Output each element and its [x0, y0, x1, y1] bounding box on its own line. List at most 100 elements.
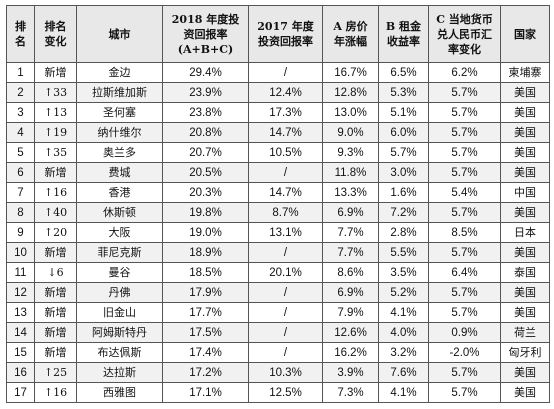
cell-rank: 17 [6, 382, 35, 403]
table-row: 8 ↑40 休斯顿 19.8% 8.7% 6.9% 7.2% 5.7% 美国 [6, 202, 550, 223]
cell-price-growth: 6.9% [322, 202, 379, 223]
cell-country: 美国 [500, 242, 550, 263]
cell-country: 美国 [500, 82, 550, 103]
cell-rank: 15 [6, 342, 35, 363]
cell-roi-2017: 13.1% [248, 222, 323, 243]
cell-price-growth: 12.8% [322, 82, 379, 103]
cell-roi-2017: / [248, 162, 323, 183]
cell-rank: 12 [6, 282, 35, 303]
cell-country: 美国 [500, 202, 550, 223]
cell-fx-change: 5.7% [428, 362, 501, 383]
cell-price-growth: 9.3% [322, 142, 379, 163]
cell-rental-yield: 7.6% [378, 362, 429, 383]
cell-rank-change: ↑13 [34, 102, 77, 123]
cell-rank: 5 [6, 142, 35, 163]
cell-rental-yield: 6.5% [378, 62, 429, 83]
cell-rental-yield: 6.0% [378, 122, 429, 143]
cell-price-growth: 13.0% [322, 102, 379, 123]
cell-city: 纳什维尔 [76, 122, 163, 143]
roi-ranking-table: 排 名 排名 变化 城市 2018 年度投 资回报率 (A+B+C) 2017 … [6, 5, 550, 403]
cell-price-growth: 6.9% [322, 282, 379, 303]
cell-fx-change: 5.7% [428, 282, 501, 303]
cell-fx-change: 5.7% [428, 82, 501, 103]
cell-fx-change: 5.7% [428, 122, 501, 143]
cell-rental-yield: 1.6% [378, 182, 429, 203]
cell-rank: 13 [6, 302, 35, 323]
cell-rank-change: ↑20 [34, 222, 77, 243]
cell-rank: 9 [6, 222, 35, 243]
cell-rank-change: ↑33 [34, 82, 77, 103]
cell-country: 柬埔寨 [500, 62, 550, 83]
cell-country: 美国 [500, 122, 550, 143]
cell-roi-2018: 18.5% [162, 262, 249, 283]
cell-rank-change: 新增 [34, 242, 77, 263]
cell-city: 金边 [76, 62, 163, 83]
cell-roi-2017: / [248, 62, 323, 83]
cell-roi-2017: / [248, 322, 323, 343]
table-row: 9 ↑20 大阪 19.0% 13.1% 7.7% 2.8% 8.5% 日本 [6, 222, 550, 243]
cell-city: 香港 [76, 182, 163, 203]
cell-rank-change: 新增 [34, 282, 77, 303]
header-price-growth: A 房价 年涨幅 [322, 5, 379, 63]
cell-price-growth: 7.7% [322, 222, 379, 243]
cell-fx-change: 0.9% [428, 322, 501, 343]
table-row: 2 ↑33 拉斯维加斯 23.9% 12.4% 12.8% 5.3% 5.7% 美国 [6, 82, 550, 103]
cell-roi-2017: 17.3% [248, 102, 323, 123]
table-row: 15 新增 布达佩斯 17.4%/16.2% 3.2% -2.0% 匈牙利 [6, 342, 550, 363]
cell-rank-change: ↑19 [34, 122, 77, 143]
cell-rank: 16 [6, 362, 35, 383]
table-row: 11 ↓6 曼谷 18.5% 20.1% 8.6% 3.5% 6.4% 泰国 [6, 262, 550, 283]
cell-fx-change: 5.4% [428, 182, 501, 203]
header-fx-change: C 当地货币 兑人民币汇 率变化 [428, 5, 501, 63]
cell-roi-2018: 29.4% [162, 62, 249, 83]
cell-rank: 6 [6, 162, 35, 183]
cell-roi-2018: 20.3% [162, 182, 249, 203]
cell-roi-2018: 17.9% [162, 282, 249, 303]
cell-city: 达拉斯 [76, 362, 163, 383]
cell-price-growth: 3.9% [322, 362, 379, 383]
cell-city: 菲尼克斯 [76, 242, 163, 263]
cell-rental-yield: 5.2% [378, 282, 429, 303]
cell-roi-2017: 8.7% [248, 202, 323, 223]
header-rank-change: 排名 变化 [34, 5, 77, 63]
cell-price-growth: 7.3% [322, 382, 379, 403]
cell-rental-yield: 5.7% [378, 142, 429, 163]
cell-roi-2017: 12.5% [248, 382, 323, 403]
cell-city: 奥兰多 [76, 142, 163, 163]
cell-roi-2018: 17.7% [162, 302, 249, 323]
cell-roi-2017: 20.1% [248, 262, 323, 283]
cell-city: 大阪 [76, 222, 163, 243]
cell-rank: 8 [6, 202, 35, 223]
cell-rank: 11 [6, 262, 35, 283]
cell-rank: 4 [6, 122, 35, 143]
cell-price-growth: 8.6% [322, 262, 379, 283]
cell-rank: 2 [6, 82, 35, 103]
cell-price-growth: 11.8% [322, 162, 379, 183]
cell-city: 丹佛 [76, 282, 163, 303]
cell-city: 旧金山 [76, 302, 163, 323]
cell-rank: 3 [6, 102, 35, 123]
cell-country: 美国 [500, 142, 550, 163]
cell-roi-2017: / [248, 242, 323, 263]
cell-rank: 10 [6, 242, 35, 263]
cell-rank-change: ↓6 [34, 262, 77, 283]
cell-rental-yield: 4.0% [378, 322, 429, 343]
cell-roi-2017: 14.7% [248, 182, 323, 203]
table-header: 排 名 排名 变化 城市 2018 年度投 资回报率 (A+B+C) 2017 … [6, 5, 550, 63]
cell-country: 荷兰 [500, 322, 550, 343]
cell-price-growth: 9.0% [322, 122, 379, 143]
cell-country: 美国 [500, 382, 550, 403]
table-row: 1 新增 金边 29.4%/16.7% 6.5% 6.2% 柬埔寨 [6, 62, 550, 83]
cell-city: 休斯顿 [76, 202, 163, 223]
table-row: 5 ↑35 奥兰多 20.7% 10.5% 9.3% 5.7% 5.7% 美国 [6, 142, 550, 163]
cell-price-growth: 7.7% [322, 242, 379, 263]
cell-fx-change: 5.7% [428, 302, 501, 323]
cell-fx-change: -2.0% [428, 342, 501, 363]
cell-country: 美国 [500, 302, 550, 323]
cell-roi-2017: 10.5% [248, 142, 323, 163]
cell-rank-change: ↑40 [34, 202, 77, 223]
cell-rental-yield: 5.1% [378, 102, 429, 123]
cell-fx-change: 5.7% [428, 382, 501, 403]
cell-roi-2017: / [248, 342, 323, 363]
header-rank: 排 名 [6, 5, 35, 63]
